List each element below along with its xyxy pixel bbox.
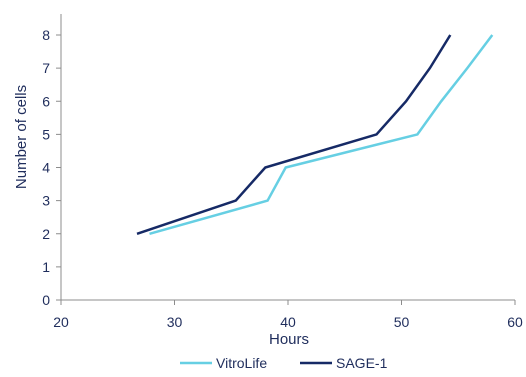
legend-label: SAGE-1 bbox=[336, 355, 388, 371]
x-tick-labels: 20 30 40 50 60 bbox=[53, 300, 523, 330]
y-tick-label: 8 bbox=[42, 27, 50, 43]
y-tick-label: 4 bbox=[42, 160, 50, 176]
series-layer bbox=[136, 34, 494, 236]
legend: VitroLife SAGE-1 bbox=[180, 355, 388, 371]
x-tick-label: 60 bbox=[507, 314, 523, 330]
x-tick-label: 50 bbox=[394, 314, 410, 330]
y-axis-title: Number of cells bbox=[13, 85, 30, 189]
y-tick-label: 5 bbox=[42, 126, 50, 142]
y-tick-label: 6 bbox=[42, 93, 50, 109]
y-tick-label: 7 bbox=[42, 60, 50, 76]
x-axis-title: Hours bbox=[269, 331, 309, 348]
legend-label: VitroLife bbox=[216, 355, 267, 371]
x-tick-label: 20 bbox=[53, 314, 69, 330]
y-tick-label: 1 bbox=[42, 259, 50, 275]
series-line-vitrolife bbox=[149, 34, 494, 236]
series-line-sage-1 bbox=[136, 34, 452, 235]
y-tick-labels: 0 1 2 3 4 5 6 7 8 bbox=[42, 27, 61, 308]
x-tick-label: 30 bbox=[167, 314, 183, 330]
x-tick-label: 40 bbox=[280, 314, 296, 330]
y-tick-label: 0 bbox=[42, 292, 50, 308]
y-tick-label: 3 bbox=[42, 193, 50, 209]
y-tick-label: 2 bbox=[42, 226, 50, 242]
axes bbox=[60, 14, 515, 301]
